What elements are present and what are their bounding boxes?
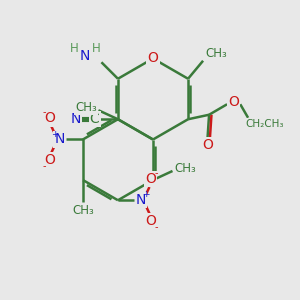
Text: H: H xyxy=(70,42,78,55)
Text: N: N xyxy=(136,193,146,207)
Text: O: O xyxy=(202,138,213,152)
Text: CH₂CH₃: CH₂CH₃ xyxy=(245,119,284,129)
Text: -: - xyxy=(43,161,46,172)
Text: O: O xyxy=(44,154,55,167)
Text: CH₃: CH₃ xyxy=(174,161,196,175)
Text: -: - xyxy=(154,168,158,178)
Text: H: H xyxy=(92,42,100,55)
Text: O: O xyxy=(228,95,239,109)
Text: O: O xyxy=(146,172,156,186)
Text: CH₃: CH₃ xyxy=(206,47,227,60)
Text: CH₃: CH₃ xyxy=(75,101,97,114)
Text: +: + xyxy=(51,130,59,139)
Text: -: - xyxy=(43,107,46,118)
Text: N: N xyxy=(80,49,90,63)
Text: CH₃: CH₃ xyxy=(72,204,94,218)
Text: +: + xyxy=(142,190,150,199)
Text: O: O xyxy=(146,214,156,228)
Text: N: N xyxy=(55,133,65,146)
Text: N: N xyxy=(70,112,80,126)
Text: O: O xyxy=(44,112,55,125)
Text: -: - xyxy=(154,222,158,232)
Text: C: C xyxy=(90,112,99,126)
Text: O: O xyxy=(148,52,158,65)
